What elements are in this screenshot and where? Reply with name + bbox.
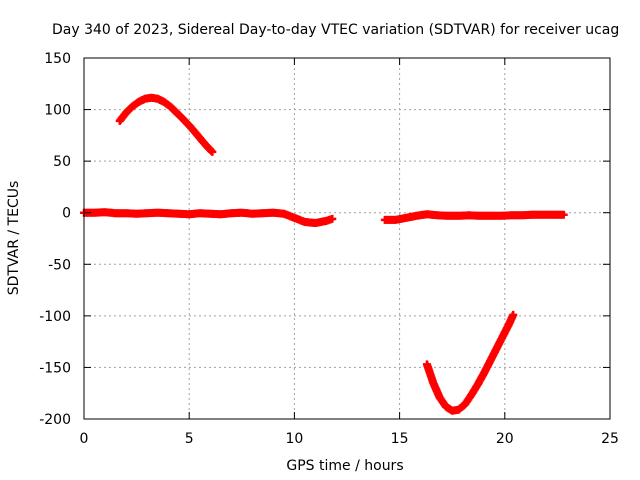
y-tick-label: -200: [39, 412, 71, 428]
x-tick-label: 15: [391, 431, 409, 447]
axis-ticks: 0 5 10 15 20 25 -200 -150 -100 -50 0 50 100 150: [39, 51, 619, 447]
y-tick-label: -100: [39, 309, 71, 325]
data-point: [328, 214, 337, 223]
x-axis-label: GPS time / hours: [286, 458, 403, 474]
data-point: [509, 310, 518, 319]
y-tick-label: 50: [53, 154, 71, 170]
data-point: [559, 210, 568, 219]
y-tick-label: 100: [44, 103, 71, 119]
x-tick-label: 25: [601, 431, 619, 447]
x-tick-label: 20: [496, 431, 514, 447]
plot-frame: [83, 57, 611, 420]
y-axis-label: SDTVAR / TECUs: [6, 181, 22, 296]
x-tick-label: 0: [80, 431, 89, 447]
series-near-zero-early: [80, 208, 337, 228]
data-series: [80, 93, 568, 415]
series-near-zero-late: [380, 210, 568, 224]
grid: [84, 58, 610, 419]
x-tick-label: 10: [285, 431, 303, 447]
x-tick-label: 5: [185, 431, 194, 447]
data-point: [208, 147, 217, 156]
series-arc-negative: [422, 310, 518, 415]
y-tick-label: 150: [44, 51, 71, 67]
chart-title: Day 340 of 2023, Sidereal Day-to-day VTE…: [52, 22, 619, 38]
y-tick-label: -50: [48, 257, 71, 273]
series-arc-positive: [115, 93, 217, 156]
y-tick-label: 0: [62, 206, 71, 222]
y-tick-label: -150: [39, 360, 71, 376]
